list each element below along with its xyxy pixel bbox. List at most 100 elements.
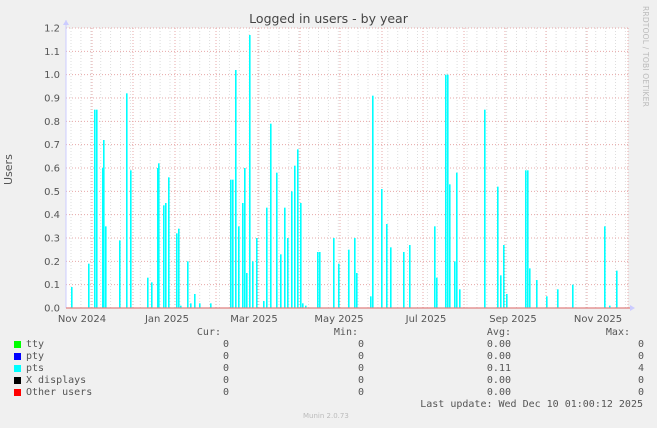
legend-value-cur: 0 — [222, 351, 229, 362]
legend-value-max: 0 — [637, 375, 644, 386]
pts-data-bar — [497, 186, 499, 308]
pts-data-bar — [165, 203, 167, 308]
y-tick-label: 0.0 — [44, 304, 60, 315]
pts-data-bar — [616, 270, 618, 308]
legend-swatch-icon — [14, 365, 21, 372]
x-tick-label: Sep 2025 — [489, 314, 536, 325]
legend-value-cur: 0 — [222, 339, 229, 350]
pts-data-bar — [459, 289, 461, 308]
pts-data-bar — [102, 168, 104, 308]
legend-value-max: 0 — [637, 339, 644, 350]
pts-data-bar — [256, 238, 258, 308]
x-tick-label: Mar 2025 — [230, 314, 278, 325]
x-tick-label: Jan 2025 — [144, 314, 189, 325]
pts-data-bar — [163, 205, 165, 308]
pts-data-bar — [287, 238, 289, 308]
pts-data-bar — [529, 268, 531, 308]
pts-data-bar — [381, 189, 383, 308]
pts-data-bar — [527, 170, 529, 308]
pts-data-bar — [190, 303, 192, 308]
pts-data-bar — [252, 261, 254, 308]
legend-value-min: 0 — [357, 339, 364, 350]
pts-data-bar — [94, 109, 96, 309]
y-tick-label: 1.1 — [44, 47, 60, 58]
pts-data-bar — [147, 277, 149, 308]
y-tick-label: 0.7 — [44, 140, 60, 151]
pts-data-bar — [356, 273, 358, 308]
y-tick-label: 0.6 — [44, 164, 60, 175]
pts-data-bar — [390, 247, 392, 308]
pts-data-bar — [119, 240, 121, 308]
x-tick-label: Jul 2025 — [405, 314, 447, 325]
pts-data-bar — [572, 284, 574, 308]
pts-data-bar — [503, 245, 505, 308]
y-tick-label: 0.8 — [44, 117, 60, 128]
legend-value-min: 0 — [357, 351, 364, 362]
x-tick-label: Nov 2024 — [58, 314, 106, 325]
pts-data-bar — [126, 93, 128, 308]
pts-data-bar — [266, 207, 268, 308]
pts-data-bar — [194, 294, 196, 308]
pts-data-bar — [199, 303, 201, 308]
pts-data-bar — [187, 261, 189, 308]
y-tick-label: 1.0 — [44, 70, 60, 81]
pts-data-bar — [484, 109, 486, 309]
pts-data-bar — [536, 280, 538, 308]
pts-data-bar — [348, 249, 350, 308]
y-tick-label: 0.2 — [44, 257, 60, 268]
pts-data-bar — [263, 301, 265, 308]
x-tick-label: May 2025 — [314, 314, 363, 325]
pts-data-bar — [291, 191, 293, 308]
pts-data-bar — [604, 226, 606, 308]
legend-value-avg: 0.11 — [486, 363, 511, 374]
y-tick-label: 0.9 — [44, 94, 60, 105]
pts-data-bar — [130, 170, 132, 308]
pts-data-bar — [105, 226, 107, 308]
y-axis-arrow-icon — [63, 20, 69, 25]
legend-value-avg: 0.00 — [486, 387, 511, 398]
legend-value-cur: 0 — [222, 363, 229, 374]
legend-value-min: 0 — [357, 387, 364, 398]
pts-data-bar — [434, 226, 436, 308]
legend-value-min: 0 — [357, 363, 364, 374]
legend-value-max: 4 — [637, 363, 644, 374]
pts-data-bar — [232, 179, 234, 308]
legend-header-max: Max: — [605, 327, 630, 338]
legend-value-avg: 0.00 — [486, 375, 511, 386]
pts-data-bar — [284, 207, 286, 308]
munin-version: Munin 2.0.73 — [303, 412, 349, 420]
pts-data-bar — [333, 238, 335, 308]
pts-data-bar — [317, 252, 319, 308]
legend-label: tty — [26, 339, 45, 350]
pts-data-bar — [96, 109, 98, 309]
legend-value-max: 0 — [637, 387, 644, 398]
x-axis-arrow-icon — [630, 305, 635, 311]
pts-data-bar — [249, 35, 251, 308]
pts-data-bar — [168, 177, 170, 308]
y-tick-label: 1.2 — [44, 24, 60, 35]
y-tick-label: 0.3 — [44, 234, 60, 245]
pts-data-bar — [246, 273, 248, 308]
pts-data-bar — [338, 263, 340, 308]
pts-data-bar — [178, 228, 180, 308]
pts-data-bar — [436, 277, 438, 308]
pts-data-bar — [403, 252, 405, 308]
pts-data-bar — [103, 140, 105, 308]
pts-data-bar — [297, 149, 299, 308]
pts-data-bar — [370, 296, 372, 308]
pts-data-bar — [280, 254, 282, 308]
pts-data-bar — [88, 263, 90, 308]
legend-value-cur: 0 — [222, 375, 229, 386]
pts-data-bar — [176, 233, 178, 308]
pts-data-bar — [609, 305, 611, 308]
y-tick-label: 0.1 — [44, 280, 60, 291]
legend-swatch-icon — [14, 389, 21, 396]
legend-label: Other users — [26, 387, 93, 398]
legend-value-avg: 0.00 — [486, 339, 511, 350]
pts-data-bar — [238, 226, 240, 308]
pts-data-bar — [454, 261, 456, 308]
legend-header-min: Min: — [333, 327, 358, 338]
pts-data-bar — [449, 184, 451, 308]
pts-data-bar — [354, 238, 356, 308]
